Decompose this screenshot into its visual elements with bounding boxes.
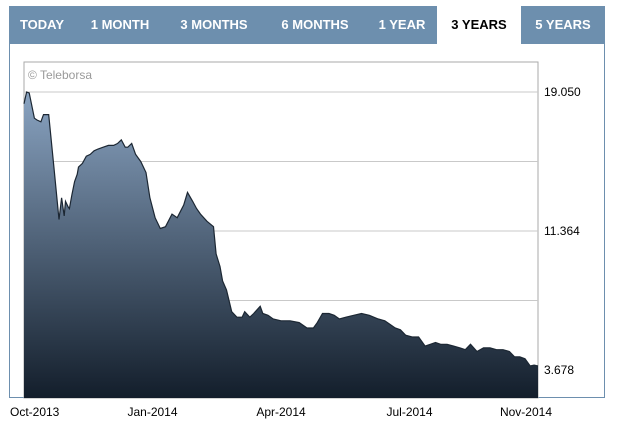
x-tick-label: Jul-2014 [386,405,432,419]
tab-1-year[interactable]: 1 YEAR [378,17,426,32]
time-range-tabs: TODAY 1 MONTH 3 MONTHS 6 MONTHS 1 YEAR 3… [9,6,605,44]
x-tick-label: Apr-2014 [256,405,306,419]
tab-1-month[interactable]: 1 MONTH [90,17,150,32]
x-tick-label: Oct-2013 [10,405,60,419]
x-tick-label: Jan-2014 [127,405,177,419]
tab-5-years[interactable]: 5 YEARS [535,17,591,32]
x-tick-label: Nov-2014 [500,405,552,419]
y-tick-label: 11.364 [544,224,580,238]
price-line [23,91,539,367]
tab-6-months[interactable]: 6 MONTHS [281,17,349,32]
tab-3-years[interactable]: 3 YEARS [437,6,521,44]
y-tick-label: 3.678 [544,363,574,377]
tab-3-months[interactable]: 3 MONTHS [180,17,248,32]
watermark: © Teleborsa [28,68,92,82]
y-tick-label: 19.050 [544,85,581,99]
price-area [24,92,538,398]
tab-today[interactable]: TODAY [19,17,65,32]
